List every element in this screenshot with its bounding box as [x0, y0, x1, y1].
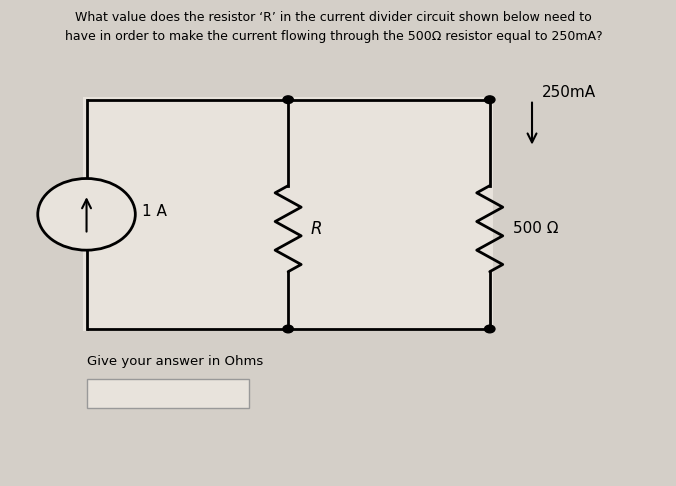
FancyBboxPatch shape: [87, 379, 249, 408]
Text: R: R: [311, 220, 322, 238]
Text: Give your answer in Ohms: Give your answer in Ohms: [87, 355, 263, 368]
Circle shape: [283, 325, 293, 333]
Text: 250mA: 250mA: [541, 85, 596, 100]
Circle shape: [283, 96, 293, 104]
FancyBboxPatch shape: [83, 97, 493, 331]
Text: 1 A: 1 A: [142, 205, 167, 220]
Circle shape: [485, 96, 495, 104]
Text: What value does the resistor ‘R’ in the current divider circuit shown below need: What value does the resistor ‘R’ in the …: [75, 11, 592, 24]
Text: have in order to make the current flowing through the 500Ω resistor equal to 250: have in order to make the current flowin…: [65, 31, 602, 43]
Circle shape: [38, 178, 135, 250]
Text: 500 Ω: 500 Ω: [512, 221, 558, 236]
Circle shape: [485, 325, 495, 333]
